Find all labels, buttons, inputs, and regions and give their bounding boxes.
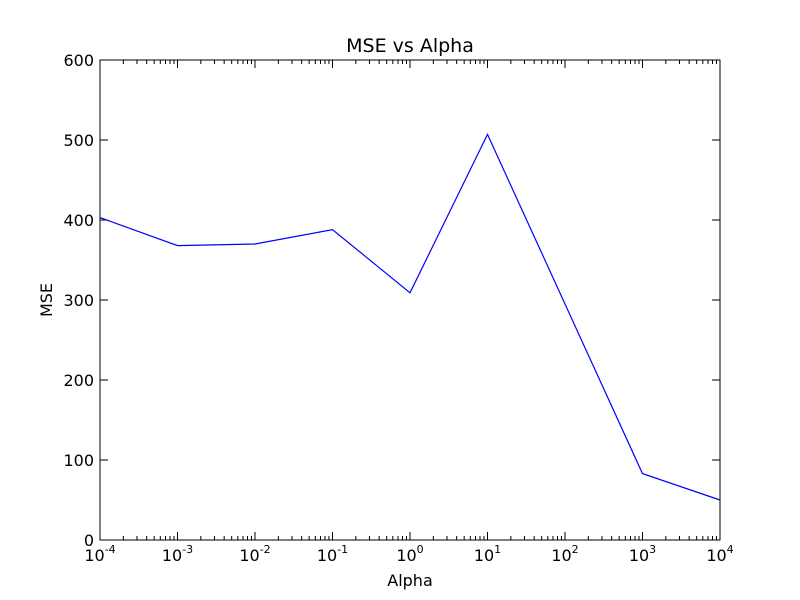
x-tick-label: 10-3 [162,543,193,565]
x-tick-label: 100 [396,543,423,565]
x-tick-label: 101 [474,543,501,565]
y-axis-label: MSE [37,283,56,317]
y-tick-label: 200 [63,371,94,390]
x-tick-label: 10-2 [239,543,270,565]
x-tick-label: 10-4 [84,543,115,565]
x-tick-label: 102 [551,543,578,565]
y-tick-label: 300 [63,291,94,310]
plot-frame [99,59,721,541]
chart-title: MSE vs Alpha [346,35,474,57]
x-tick-label: 10-1 [317,543,348,565]
mse-series-line [99,132,721,501]
y-tick-label: 600 [63,51,94,70]
x-tick-label: 103 [629,543,656,565]
x-tick-label: 104 [706,543,733,565]
y-tick-label: 500 [63,131,94,150]
series-layer [99,132,721,501]
y-tick-label: 0 [84,531,94,550]
ticks-layer: 0 100 200 300 400 500 600 10-4 10-3 10-2 10-1 100 10… [63,51,733,565]
x-axis-label: Alpha [387,571,433,590]
y-tick-label: 400 [63,211,94,230]
y-tick-label: 100 [63,451,94,470]
